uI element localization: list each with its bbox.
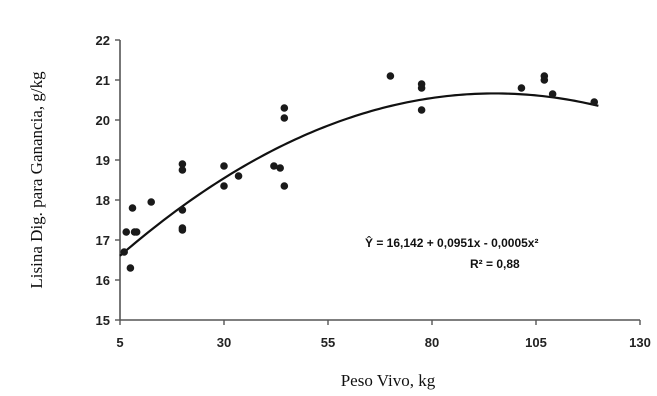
x-tick-label: 55 [321,335,335,350]
data-point [386,72,395,80]
data-point [132,228,141,236]
data-point [220,162,228,170]
data-point [128,204,137,212]
data-point [122,228,131,236]
x-tick-label: 105 [525,335,547,350]
data-point [126,264,135,272]
data-point [417,106,426,114]
y-tick-label: 16 [96,273,110,288]
x-tick-label: 130 [629,335,651,350]
data-point [120,248,128,256]
y-axis-title: Lisina Dig. para Ganancia, g/kg [27,71,46,289]
y-tick-label: 20 [96,113,110,128]
y-ticks: 15 16 17 18 19 20 21 22 [96,33,120,328]
data-point [417,84,426,92]
data-point [280,104,289,112]
x-tick-label: 30 [217,335,231,350]
data-point [280,114,289,122]
data-point [178,226,187,234]
x-ticks: 5 30 55 80 105 130 [116,320,651,350]
data-point [590,98,599,106]
x-tick-label: 5 [116,335,123,350]
data-point [220,182,228,190]
data-point [178,160,187,168]
data-point [178,166,187,174]
x-tick-label: 80 [425,335,439,350]
y-tick-label: 15 [96,313,110,328]
r-squared-label: R² = 0,88 [470,257,520,271]
data-point [178,206,187,214]
y-tick-label: 22 [96,33,110,48]
axes [119,40,640,321]
y-tick-label: 17 [96,233,110,248]
data-point [270,162,278,170]
data-points [120,72,599,272]
y-tick-label: 21 [96,73,110,88]
regression-equation: Ŷ = 16,142 + 0,0951x - 0,0005x² [365,235,538,250]
data-point [540,76,549,84]
data-point [280,182,289,190]
regression-curve [119,92,599,257]
data-point [147,198,155,206]
x-axis-title: Peso Vivo, kg [341,371,436,390]
y-tick-label: 19 [96,153,110,168]
data-point [276,164,284,172]
data-point [517,84,526,92]
data-point [548,90,557,98]
y-tick-label: 18 [96,193,110,208]
data-point [234,172,243,180]
